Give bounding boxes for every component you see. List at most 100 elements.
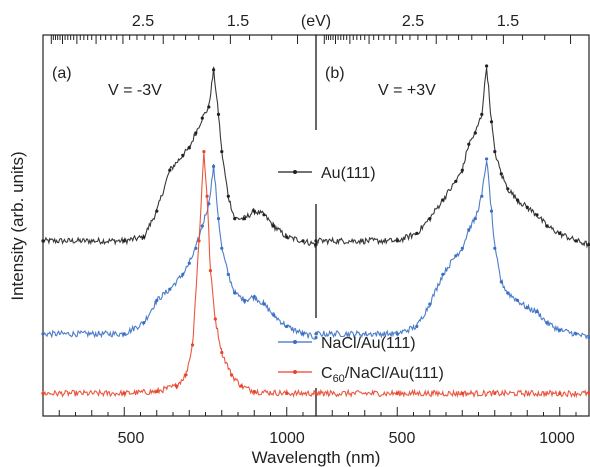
data-point: [480, 112, 484, 116]
data-point: [155, 209, 159, 213]
data-point: [41, 332, 45, 336]
legend: Au(111) NaCl/Au(111) C60/NaCl/Au(111): [278, 165, 444, 385]
series-nacl-au-111-: [314, 157, 590, 340]
legend-c60-label-sub: 60: [333, 373, 345, 385]
data-point: [587, 336, 590, 340]
data-point: [314, 239, 318, 243]
panel-a-x-tick-2: 1000: [269, 430, 305, 447]
data-point: [233, 291, 237, 295]
data-point: [506, 187, 510, 191]
data-point: [197, 239, 201, 243]
panel-a-voltage: V = -3V: [108, 82, 162, 99]
data-point: [493, 150, 497, 154]
data-point: [242, 298, 247, 302]
panel-b-x-tick-1: 500: [389, 430, 416, 447]
data-point: [525, 205, 529, 209]
series-line: [42, 151, 317, 398]
data-point: [301, 332, 305, 336]
legend-c60-label: C60/NaCl/Au(111): [321, 365, 444, 385]
data-point: [285, 235, 289, 239]
data-point: [194, 246, 198, 250]
data-point: [252, 209, 256, 213]
data-point: [226, 272, 230, 276]
series-line: [315, 388, 590, 399]
data-point: [220, 150, 224, 154]
data-point: [213, 317, 217, 321]
data-point: [558, 231, 562, 235]
data-point: [428, 302, 432, 306]
data-point: [441, 198, 445, 202]
data-point: [220, 246, 224, 250]
data-point: [587, 391, 590, 395]
y-axis-title: Intensity (arb. units): [8, 151, 27, 300]
data-point: [515, 198, 520, 202]
panel-a-top-tick-1: 2.5: [132, 13, 154, 30]
border-gap-lower: [312, 318, 320, 388]
data-point: [499, 280, 503, 284]
x-axis-title: Wavelength (nm): [252, 448, 381, 467]
series-au-111-: [41, 66, 318, 249]
data-point: [415, 231, 419, 235]
legend-nacl-label: NaCl/Au(111): [321, 335, 416, 352]
data-point: [202, 150, 206, 154]
data-point: [208, 269, 212, 273]
data-point: [493, 391, 497, 395]
data-point: [395, 332, 399, 336]
legend-nacl-marker: [293, 340, 297, 344]
data-point: [122, 391, 126, 395]
series-layer: [41, 64, 590, 399]
data-point: [460, 391, 464, 395]
series-line: [42, 66, 317, 249]
border-gap-upper: [312, 130, 320, 204]
data-point: [415, 324, 419, 328]
data-point: [216, 217, 221, 221]
data-point: [314, 243, 318, 247]
data-point: [229, 373, 234, 377]
data-point: [122, 239, 126, 243]
data-point: [395, 391, 399, 395]
legend-au-label: Au(111): [321, 165, 376, 182]
axis-ticks: [50, 35, 577, 416]
data-point: [184, 373, 188, 377]
data-point: [545, 321, 549, 325]
data-point: [441, 272, 445, 276]
data-point: [212, 68, 216, 72]
data-point: [207, 105, 211, 109]
data-point: [142, 321, 146, 325]
data-point: [493, 246, 497, 250]
data-point: [587, 243, 590, 247]
data-point: [545, 224, 549, 228]
data-point: [233, 217, 237, 221]
data-point: [558, 328, 562, 332]
panel-b: [315, 34, 590, 417]
data-point: [480, 194, 484, 198]
panel-a-label: (a): [52, 65, 72, 82]
top-axis-unit: (eV): [301, 13, 331, 30]
legend-c60-marker: [293, 370, 297, 374]
data-point: [262, 302, 266, 306]
panel-a-x-tick-1: 500: [118, 430, 145, 447]
data-point: [454, 179, 458, 183]
series-c60-nacl-au-111-: [41, 150, 318, 398]
data-point: [142, 235, 146, 239]
data-point: [200, 116, 204, 120]
data-point: [535, 213, 539, 217]
data-point: [489, 209, 494, 213]
data-point: [174, 384, 178, 388]
data-point: [181, 153, 185, 157]
data-point: [301, 239, 305, 243]
data-point: [489, 120, 494, 124]
data-point: [314, 336, 318, 340]
data-point: [473, 131, 477, 135]
data-point: [239, 384, 243, 388]
panel-b-top-tick-1: 2.5: [402, 13, 424, 30]
data-point: [41, 239, 45, 243]
panel-b-voltage: V = +3V: [378, 82, 436, 99]
data-point: [272, 313, 276, 317]
data-point: [252, 295, 256, 299]
series-c60-nacl-au-111-: [314, 388, 590, 399]
data-point: [485, 157, 489, 161]
data-point: [194, 131, 198, 135]
data-point: [212, 164, 216, 169]
